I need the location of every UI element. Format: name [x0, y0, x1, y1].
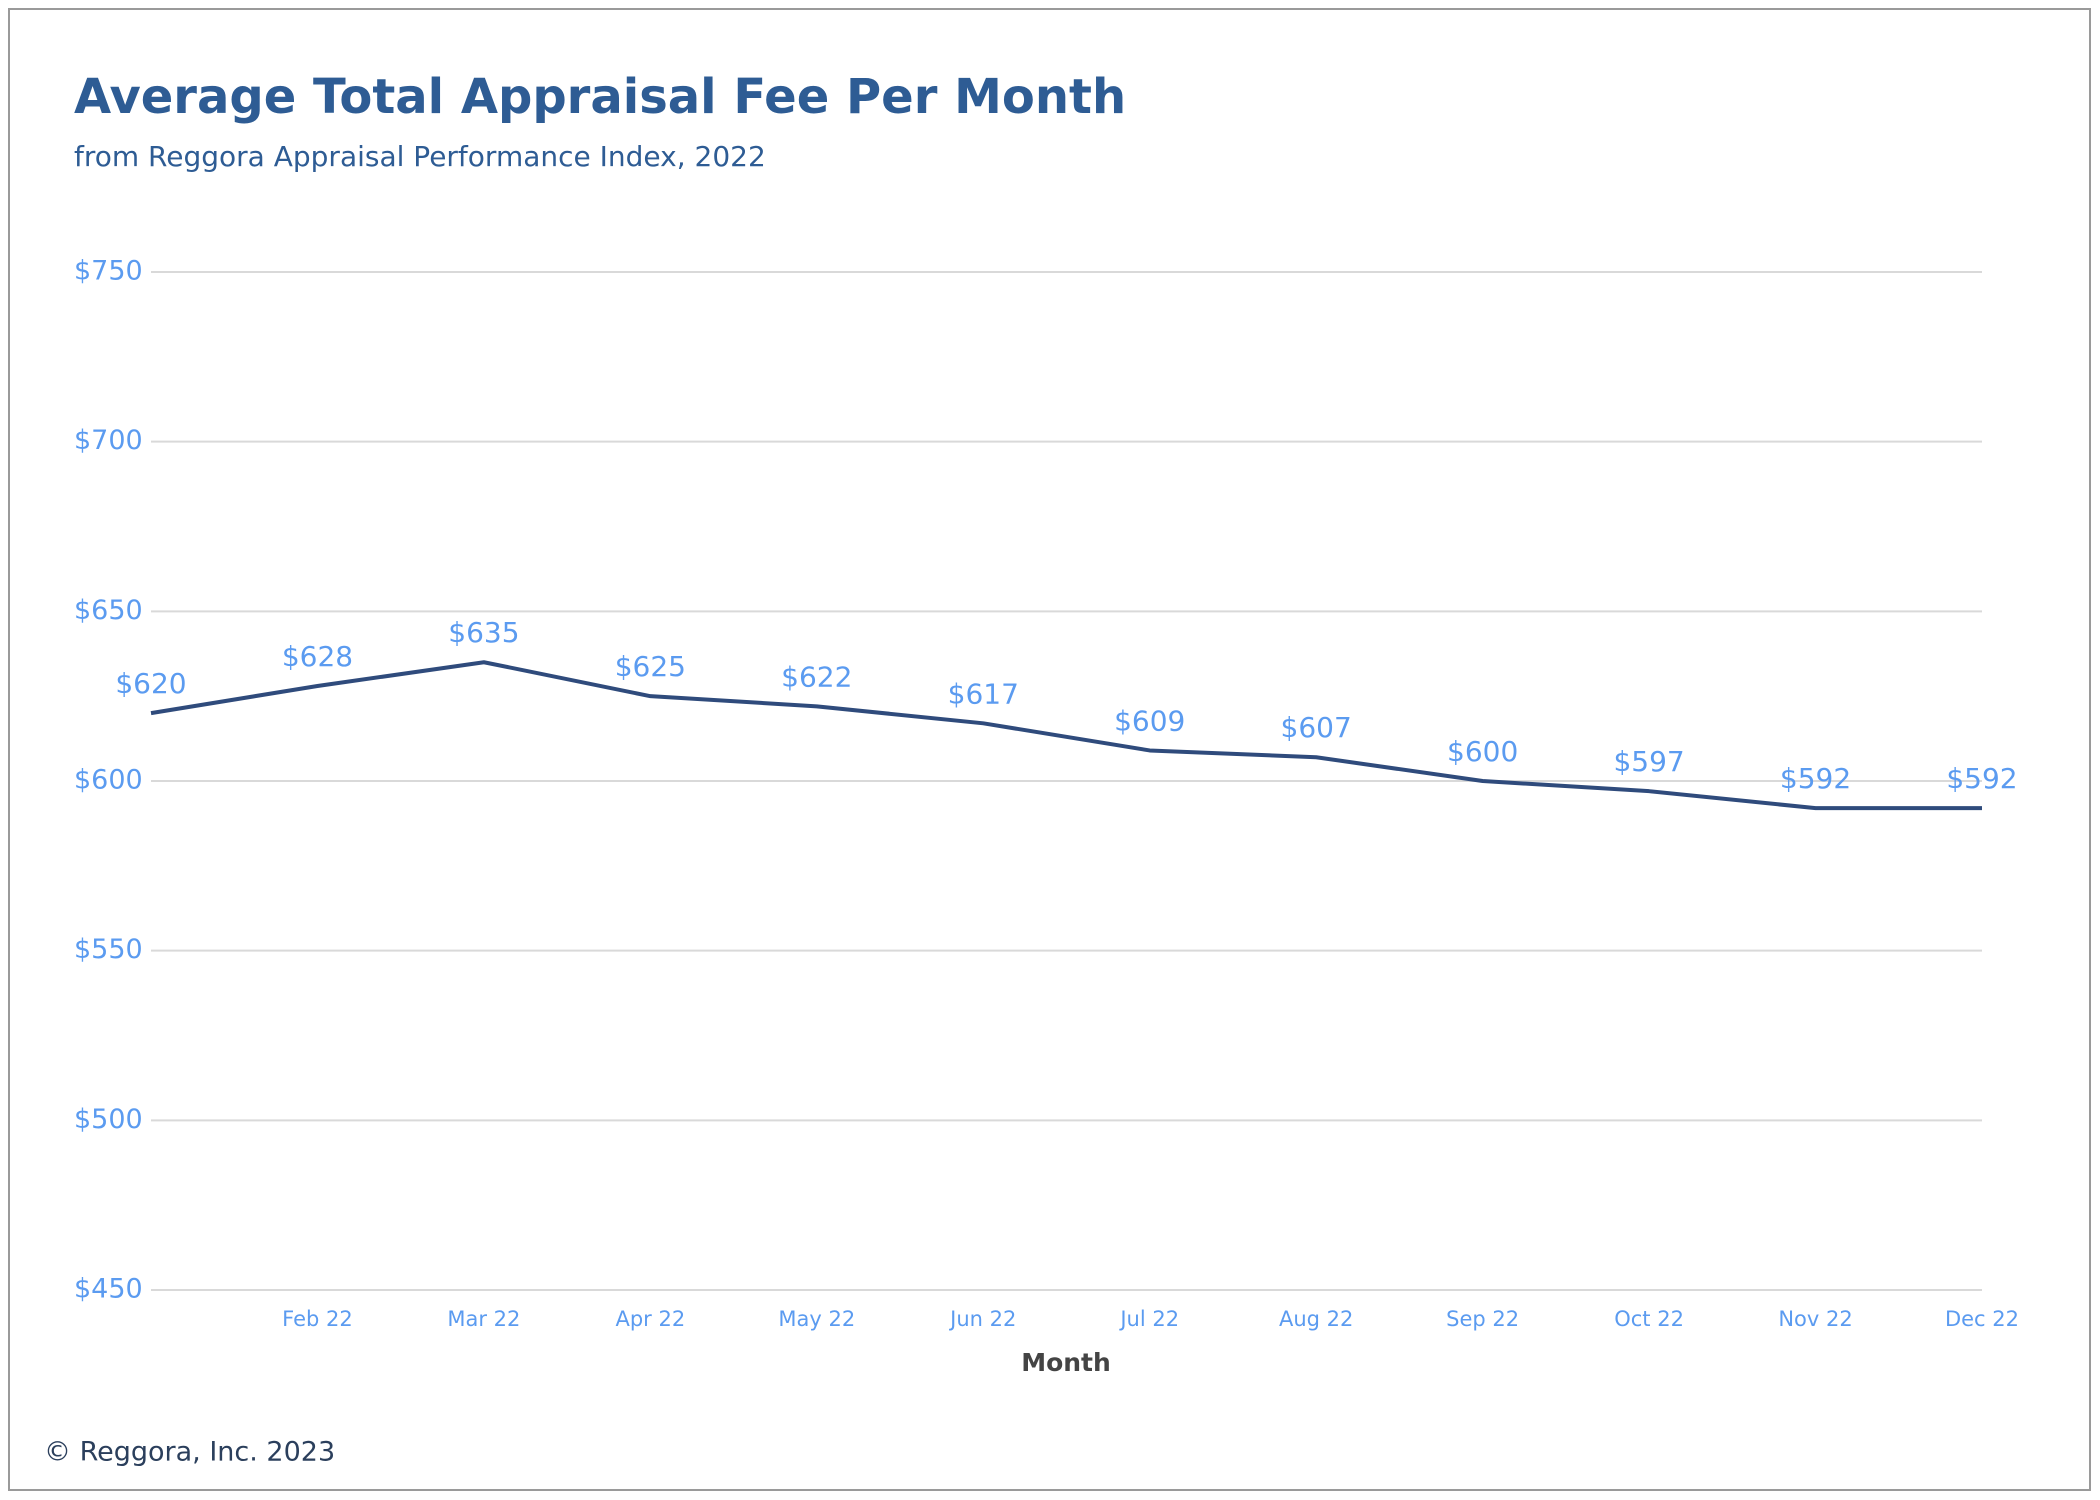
data-label: $592: [1780, 762, 1851, 795]
data-label: $607: [1281, 711, 1352, 744]
data-label: $617: [948, 677, 1019, 710]
x-tick-label: Mar 22: [447, 1307, 520, 1331]
x-tick-label: Nov 22: [1778, 1307, 1852, 1331]
y-tick-label: $450: [74, 1274, 143, 1305]
x-tick-label: Dec 22: [1945, 1307, 2019, 1331]
x-axis-label: Month: [1021, 1348, 1111, 1377]
y-tick-label: $600: [74, 765, 143, 796]
x-tick-label: Apr 22: [615, 1307, 685, 1331]
data-label: $625: [615, 650, 686, 683]
chart-title: Average Total Appraisal Fee Per Month: [74, 69, 1126, 125]
data-label: $600: [1447, 735, 1518, 768]
x-tick-label: Sep 22: [1446, 1307, 1519, 1331]
x-tick-label: May 22: [778, 1307, 855, 1331]
data-label: $635: [448, 616, 519, 649]
card-border: [8, 8, 2091, 1491]
y-tick-label: $700: [74, 425, 143, 456]
x-tick-label: Jun 22: [948, 1307, 1016, 1331]
footer: © Reggora, Inc. 2023: [44, 1437, 335, 1468]
data-label: $609: [1114, 704, 1185, 737]
y-tick-label: $650: [74, 595, 143, 626]
line: [150, 660, 1982, 811]
x-tick-label: Jul 22: [1118, 1307, 1179, 1331]
data-label: $628: [282, 640, 353, 673]
data-label: $622: [781, 660, 852, 693]
x-tick-label: Aug 22: [1279, 1307, 1353, 1331]
data-label: $620: [115, 667, 186, 700]
y-tick-label: $500: [74, 1104, 143, 1135]
x-tick-label: Feb 22: [282, 1307, 353, 1331]
y-tick-label: $750: [74, 256, 143, 287]
y-tick-label: $550: [74, 934, 143, 965]
data-label: $592: [1946, 762, 2017, 795]
chart-subtitle: from Reggora Appraisal Performance Index…: [74, 140, 766, 173]
x-tick-label: Oct 22: [1614, 1307, 1684, 1331]
data-label: $597: [1613, 745, 1684, 778]
